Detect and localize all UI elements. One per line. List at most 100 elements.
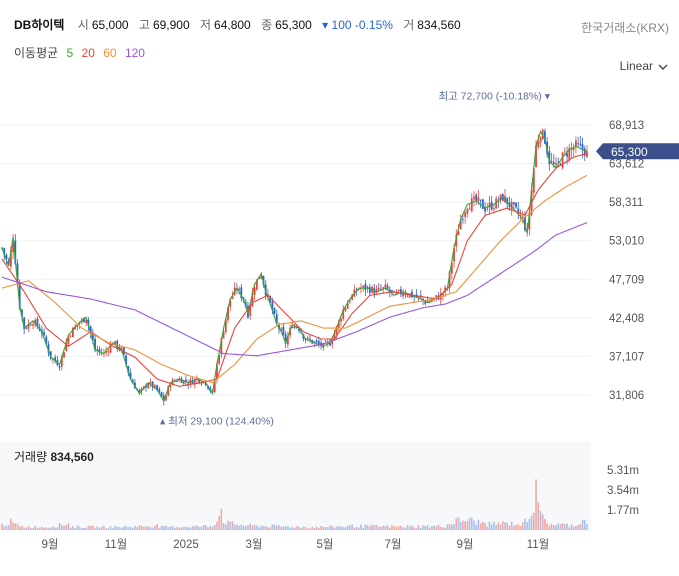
min-price-annotation: ▴ 최저 29,100 (124.40%) xyxy=(160,416,274,428)
candle-body xyxy=(561,152,564,168)
candle-body xyxy=(76,324,79,327)
volume-bar xyxy=(65,525,68,530)
volume-bar xyxy=(67,523,70,530)
volume-bar xyxy=(351,524,353,530)
volume-bar xyxy=(431,526,433,530)
volume-bar xyxy=(541,514,544,530)
volume-bar xyxy=(72,526,74,530)
volume-bar xyxy=(466,521,469,530)
candle-body xyxy=(165,395,167,401)
candle-body xyxy=(364,283,367,290)
candle-body xyxy=(286,336,289,345)
candle-body xyxy=(12,240,14,253)
volume-bar xyxy=(526,522,528,530)
candle-body xyxy=(512,202,515,205)
volume-bar xyxy=(100,526,103,530)
candle-body xyxy=(14,240,17,264)
candle-body xyxy=(229,299,232,307)
candle-body xyxy=(69,335,72,337)
candle-body xyxy=(519,215,522,217)
candle-body xyxy=(16,263,19,284)
candle-body xyxy=(43,332,46,336)
volume-label: 거 xyxy=(403,18,415,32)
candle-body xyxy=(153,385,156,388)
moving-average-legend[interactable]: 이동평균 5 20 60 120 xyxy=(14,44,150,61)
candle-body xyxy=(391,290,393,292)
candle-body xyxy=(309,338,311,340)
volume-bar xyxy=(395,526,398,530)
candle-body xyxy=(552,162,555,164)
time-tick-label: 11월 xyxy=(105,538,128,551)
volume-bar xyxy=(222,523,225,530)
candle-body xyxy=(9,250,12,267)
volume-bar xyxy=(428,527,431,530)
chart-grid xyxy=(0,124,591,396)
volume-bar xyxy=(105,528,107,530)
candle-body xyxy=(406,295,409,297)
candle-body xyxy=(216,363,218,380)
volume-bar xyxy=(300,527,302,530)
volume-bar xyxy=(178,527,181,530)
volume-bar xyxy=(586,524,588,530)
volume-bar xyxy=(338,526,340,530)
volume-bar xyxy=(320,526,322,530)
candle-body xyxy=(275,314,278,324)
candle-body xyxy=(282,326,285,335)
candle-body xyxy=(377,287,380,290)
scale-mode-dropdown[interactable]: Linear xyxy=(619,59,653,73)
candle-body xyxy=(54,357,57,362)
volume-bar xyxy=(360,524,362,530)
volume-bar xyxy=(324,527,327,530)
candle-body xyxy=(524,217,526,230)
volume-bar xyxy=(577,525,579,530)
chevron-down-icon[interactable] xyxy=(657,61,669,73)
candle-body xyxy=(105,350,108,353)
candle-body xyxy=(453,248,455,262)
volume-bar xyxy=(107,527,110,530)
volume-bar xyxy=(486,526,489,530)
volume-bar xyxy=(143,526,145,530)
volume-bar xyxy=(437,524,440,530)
volume-bar xyxy=(344,527,347,530)
candle-body xyxy=(481,199,484,209)
candle-body xyxy=(138,389,141,393)
volume-bar xyxy=(342,527,345,530)
volume-bar xyxy=(147,526,150,530)
volume-bar xyxy=(566,523,568,530)
volume-bar xyxy=(12,522,14,530)
candle-body xyxy=(25,327,28,329)
candle-body xyxy=(227,306,229,320)
candle-body xyxy=(543,131,546,144)
candle-body xyxy=(537,141,540,147)
candle-body xyxy=(176,381,178,382)
candle-body xyxy=(278,324,280,329)
volume-bar xyxy=(193,526,196,530)
volume-bar xyxy=(380,526,382,530)
volume-bar xyxy=(333,527,336,530)
candle-body xyxy=(448,271,451,288)
volume-bar xyxy=(229,521,232,530)
volume-bar xyxy=(36,528,39,530)
volume-bar xyxy=(393,526,396,530)
volume-panel xyxy=(0,442,591,532)
high-value: 69,900 xyxy=(152,18,190,32)
candle-body xyxy=(495,198,498,209)
volume-bar xyxy=(561,523,564,530)
volume-bar xyxy=(98,528,101,530)
volume-bar xyxy=(442,527,444,530)
volume-bar xyxy=(311,526,314,530)
volume-bar xyxy=(14,523,17,530)
candle-body xyxy=(428,302,431,303)
candle-body xyxy=(60,356,63,367)
time-tick-label: 9월 xyxy=(42,538,59,551)
time-tick-label: 11월 xyxy=(527,538,550,551)
exchange-label: 한국거래소(KRX) xyxy=(581,21,669,35)
candle-body xyxy=(255,279,258,290)
volume-bar xyxy=(322,526,325,530)
last-price-label: 65,300 xyxy=(611,145,648,159)
volume-bar xyxy=(306,528,309,530)
candle-body xyxy=(324,341,327,343)
candle-body xyxy=(125,355,127,365)
volume-bar xyxy=(513,526,515,530)
